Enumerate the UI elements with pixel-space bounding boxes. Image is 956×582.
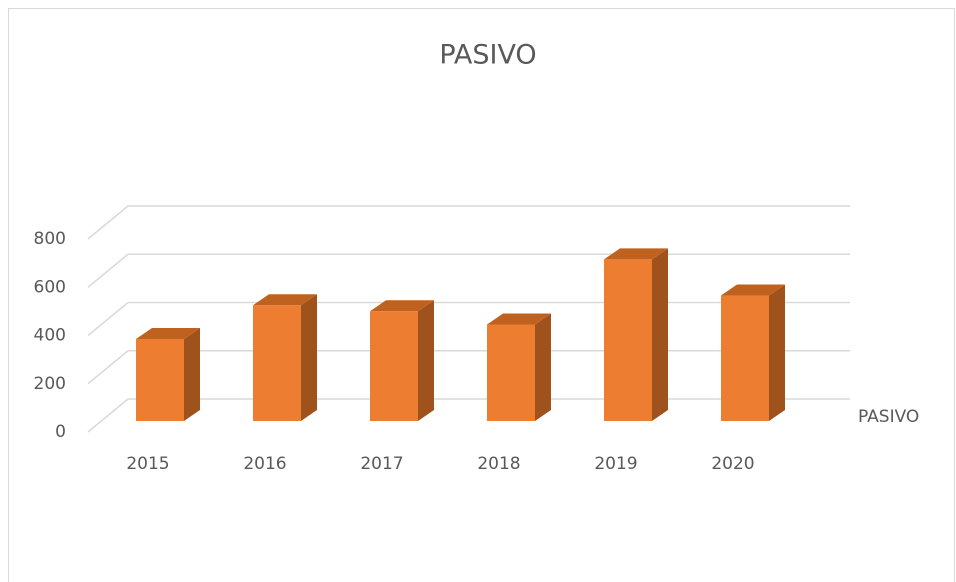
bar	[721, 295, 769, 421]
grid-line-side	[87, 253, 129, 288]
x-tick-label: 2017	[360, 454, 403, 474]
bar-side	[652, 248, 668, 421]
bar-side	[535, 313, 551, 421]
x-tick-label: 2016	[243, 454, 286, 474]
bar	[487, 324, 535, 421]
grid-line-side	[87, 301, 129, 337]
chart-title: PASIVO	[439, 40, 536, 71]
bar-side	[301, 294, 317, 421]
bar	[253, 305, 301, 421]
bar-side	[184, 327, 200, 421]
bar	[136, 338, 184, 421]
x-tick-label: 2019	[594, 454, 637, 474]
bar-side	[769, 284, 785, 421]
bar-side	[418, 300, 434, 421]
bar-top	[136, 327, 200, 339]
bar-top	[721, 284, 785, 296]
bar-top	[604, 248, 668, 260]
x-tick-label: 2015	[126, 454, 169, 474]
grid-line-side	[87, 350, 129, 385]
y-tick-label: 200	[34, 374, 66, 394]
legend-label: PASIVO	[858, 407, 919, 427]
x-tick-label: 2020	[711, 454, 754, 474]
y-tick-label: 600	[34, 277, 66, 297]
bar	[604, 259, 652, 421]
y-tick-label: 800	[34, 229, 66, 249]
y-tick-label: 0	[55, 422, 66, 442]
bar-top	[487, 313, 551, 325]
bar	[370, 311, 418, 421]
grid-line-side	[87, 398, 129, 433]
x-tick-label: 2018	[477, 454, 520, 474]
y-tick-label: 400	[34, 326, 66, 346]
grid-line-side	[87, 205, 129, 240]
chart-border	[8, 8, 955, 582]
bar-top	[370, 300, 434, 312]
bar-top	[253, 294, 317, 306]
